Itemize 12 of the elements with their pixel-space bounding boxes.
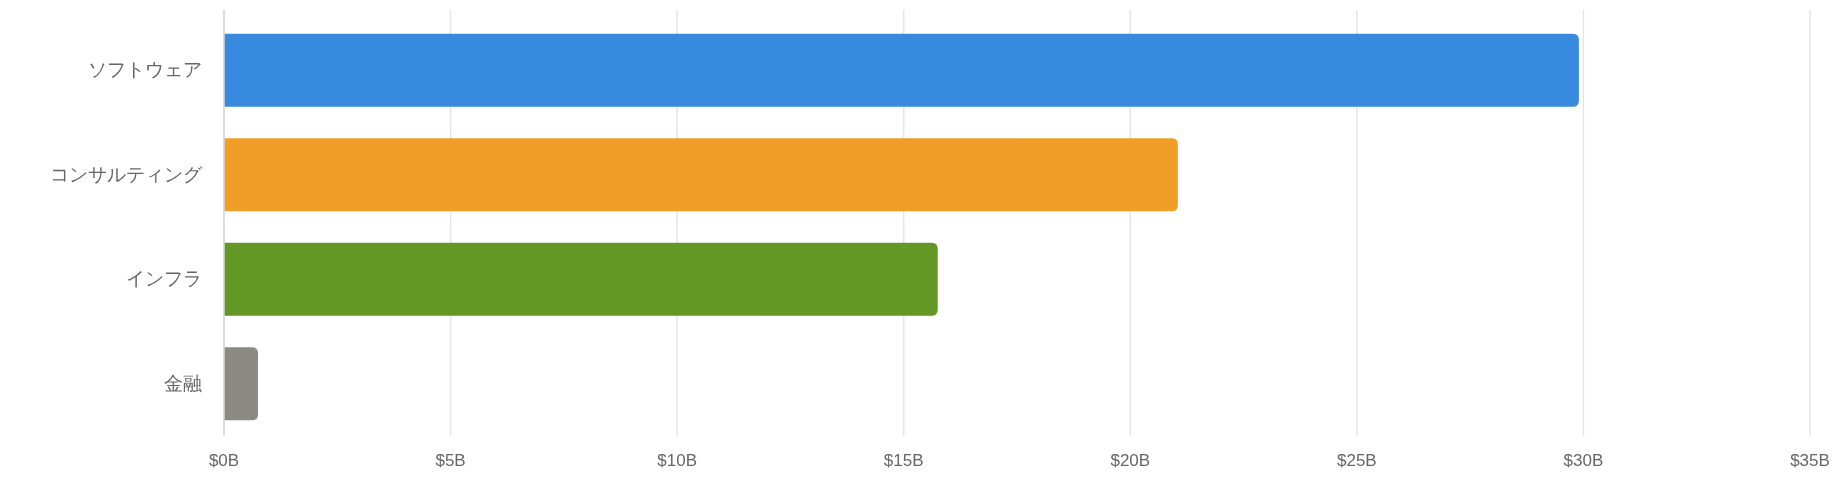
- x-tick-label: $15B: [883, 451, 924, 470]
- y-tick-label: コンサルティング: [50, 163, 203, 185]
- y-tick-label: 金融: [164, 372, 202, 394]
- x-tick-label: $20B: [1110, 451, 1151, 470]
- x-tick-label: $0B: [208, 451, 240, 470]
- x-tick-label: $10B: [657, 451, 697, 470]
- x-tick-label: $35B: [1790, 451, 1830, 470]
- y-tick-label: ソフトウェア: [88, 59, 202, 81]
- y-tick-label: インフラ: [126, 268, 202, 290]
- x-tick-label: $25B: [1337, 451, 1377, 470]
- x-tick-label: $30B: [1563, 451, 1604, 470]
- x-tick-label: $5B: [435, 451, 466, 470]
